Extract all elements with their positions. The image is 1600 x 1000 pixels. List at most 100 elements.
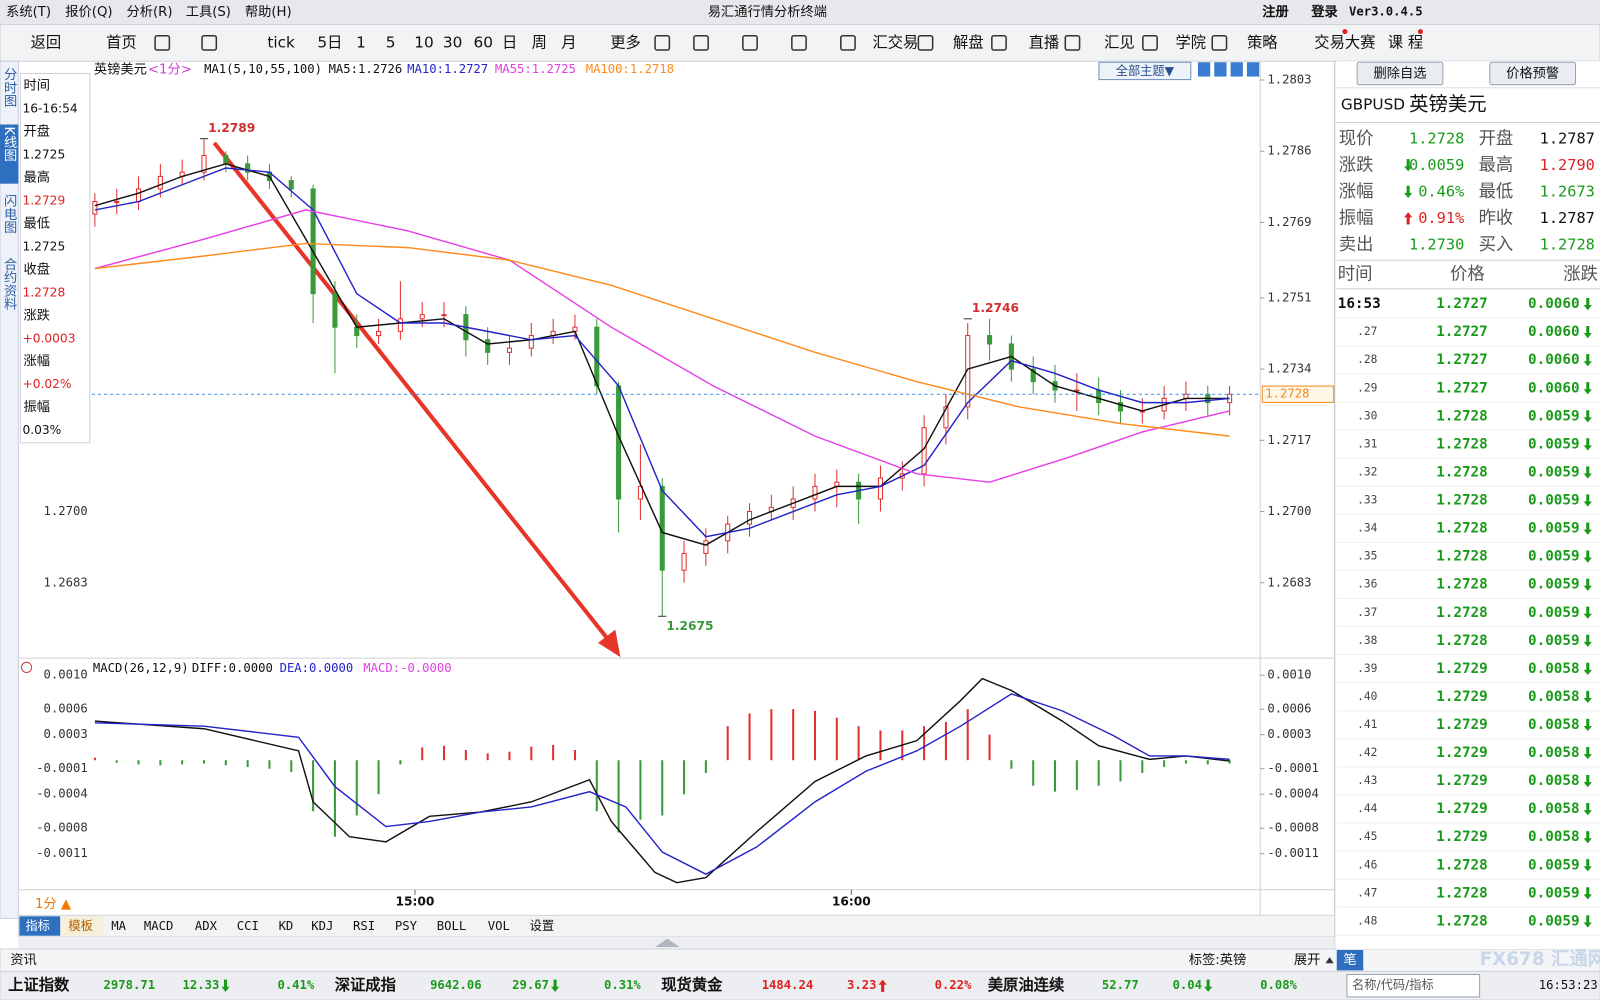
- toolbar-button[interactable]: 策略: [1247, 33, 1278, 51]
- info-value: +0.02%: [22, 377, 71, 391]
- tick-price: 1.2728: [1436, 857, 1488, 873]
- menu-item[interactable]: 系统(T): [6, 4, 51, 20]
- toolbar-button[interactable]: 汇见: [1104, 33, 1135, 51]
- candle-body: [965, 335, 971, 408]
- toolbar-icon: [693, 34, 709, 51]
- toolbar-button[interactable]: 5: [386, 33, 396, 51]
- toolbar-button[interactable]: 首页: [106, 33, 137, 51]
- button-bg[interactable]: [1489, 61, 1577, 86]
- toolbar-button[interactable]: 课 程: [1388, 33, 1423, 51]
- toolbar-button[interactable]: 月: [561, 33, 576, 51]
- search-box[interactable]: [1346, 973, 1481, 998]
- indicator-tab[interactable]: 指标: [26, 918, 50, 933]
- arrow-icon: [1583, 578, 1592, 591]
- tick-change: 0.0059: [1528, 605, 1580, 621]
- quote-label: 现价: [1339, 129, 1374, 149]
- candle-body: [528, 335, 534, 349]
- indicator-tab[interactable]: MACD: [144, 919, 173, 933]
- y-tick-label: 0.0006: [1267, 702, 1311, 716]
- candle-body: [594, 326, 600, 387]
- toolbar-button[interactable]: 日: [502, 33, 517, 51]
- login[interactable]: 登录: [1310, 3, 1338, 20]
- toolbar-button[interactable]: 更多: [610, 33, 641, 51]
- indicator-tab[interactable]: 模板: [68, 919, 92, 933]
- toolbar-button[interactable]: 5日: [317, 33, 342, 51]
- indicator-tab[interactable]: ADX: [195, 919, 218, 933]
- toolbar: [0, 23, 1600, 62]
- period-selector[interactable]: 1分 ▲: [35, 896, 72, 912]
- menu-item[interactable]: 工具(S): [186, 5, 231, 20]
- indicator-tab[interactable]: KDJ: [311, 919, 333, 933]
- ma100-value: MA100:1.2718: [586, 62, 674, 76]
- menu-item[interactable]: 分析(R): [127, 4, 173, 20]
- search-placeholder[interactable]: 名称/代码/指标: [1352, 977, 1434, 992]
- side-tab[interactable]: 闪电图: [1, 194, 16, 235]
- tick-price: 1.2728: [1436, 549, 1488, 565]
- tick-price: 1.2728: [1436, 913, 1488, 929]
- y-tick-label-left: 0.0010: [44, 668, 88, 682]
- delete-watch-button[interactable]: 删除自选: [1373, 65, 1426, 81]
- expand-button[interactable]: 展开: [1294, 953, 1321, 968]
- pen-button-bg[interactable]: [1336, 950, 1364, 971]
- toolbar-icon: [991, 34, 1007, 51]
- indicator-tab[interactable]: CCI: [237, 919, 259, 933]
- toolbar-button[interactable]: 交易大赛: [1314, 33, 1375, 51]
- indicator-tab[interactable]: MA: [111, 919, 126, 933]
- candle-body: [703, 540, 709, 554]
- arrow-icon: [1583, 803, 1592, 816]
- indicator-tab[interactable]: 设置: [530, 919, 554, 933]
- info-label: 涨跌: [23, 307, 50, 323]
- toolbar-button[interactable]: 周: [532, 33, 547, 51]
- candle-body: [637, 485, 643, 500]
- y-tick-label: 1.2734: [1267, 362, 1311, 376]
- toolbar-button[interactable]: 60: [473, 33, 492, 51]
- version: Ver3.0.4.5: [1349, 5, 1423, 19]
- toolbar-button[interactable]: 汇交易: [872, 33, 918, 51]
- side-tab[interactable]: K线图: [1, 127, 17, 163]
- arrow-icon: [221, 979, 230, 992]
- menu-item[interactable]: 帮助(H): [245, 4, 292, 20]
- toolbar-button[interactable]: 直播: [1029, 33, 1060, 51]
- pen-button[interactable]: 笔: [1343, 952, 1356, 968]
- indicator-tab[interactable]: RSI: [353, 919, 375, 933]
- indicator-tab[interactable]: VOL: [488, 919, 510, 933]
- register[interactable]: 注册: [1262, 3, 1289, 20]
- chart-period: <1分>: [148, 61, 192, 77]
- indicator-tab[interactable]: KD: [279, 919, 294, 933]
- candle-body: [223, 154, 229, 165]
- theme-button-bg[interactable]: [1098, 61, 1192, 81]
- news-tab[interactable]: 资讯: [10, 952, 37, 968]
- button-bg[interactable]: [1356, 61, 1444, 86]
- toolbar-button[interactable]: 10: [414, 33, 433, 51]
- tick-price: 1.2727: [1436, 380, 1488, 396]
- tick-time: .40: [1357, 690, 1378, 703]
- price-alert-button[interactable]: 价格预警: [1506, 65, 1559, 81]
- quote-value: 1.2730: [1409, 235, 1464, 253]
- menu-item[interactable]: 报价(Q): [65, 4, 112, 20]
- toolbar-button[interactable]: tick: [267, 33, 295, 51]
- info-value: 1.2725: [22, 148, 65, 162]
- indicator-tab[interactable]: BOLL: [437, 919, 466, 933]
- y-tick-label-left: -0.0001: [36, 761, 88, 775]
- toolbar-button[interactable]: 1: [356, 33, 366, 51]
- chart-tool-icons[interactable]: [1197, 62, 1260, 77]
- indicator-tab[interactable]: PSY: [395, 919, 418, 933]
- toolbar-icon: [201, 34, 218, 51]
- macd-line: [94, 677, 1230, 884]
- tick-price: 1.2727: [1436, 324, 1488, 340]
- toolbar-icon: [1211, 34, 1228, 51]
- theme-button[interactable]: 全部主题▼: [1116, 63, 1175, 78]
- toolbar-button[interactable]: 学院: [1176, 33, 1207, 51]
- settings-icon[interactable]: [20, 661, 33, 673]
- macd-params: MACD(26,12,9): [93, 661, 189, 675]
- side-tab[interactable]: 合约资料: [1, 257, 17, 311]
- toolbar-button[interactable]: 返回: [31, 33, 62, 51]
- arrow-icon: [551, 979, 560, 992]
- arrow-icon: [1583, 494, 1592, 507]
- toolbar-button[interactable]: 30: [443, 33, 462, 51]
- arrow-icon: [1583, 859, 1592, 872]
- tick-time: .41: [1357, 718, 1377, 731]
- side-tab[interactable]: 分时图: [1, 67, 17, 108]
- toolbar-button[interactable]: 解盘: [953, 33, 984, 51]
- tick-time: .42: [1357, 746, 1377, 759]
